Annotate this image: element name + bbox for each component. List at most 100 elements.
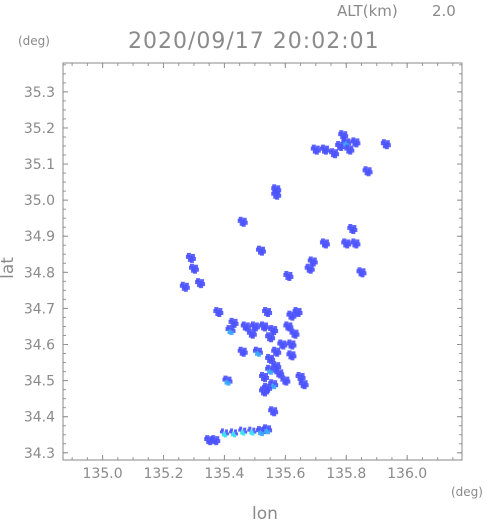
echo-cell <box>268 406 279 417</box>
echo-pixel <box>238 346 243 351</box>
echo-pixel <box>241 352 246 357</box>
echo-cell <box>252 346 263 357</box>
echo-pixel <box>288 322 293 327</box>
echo-pixel <box>227 376 232 381</box>
echo-cell <box>350 238 361 249</box>
echo-pixel <box>264 372 269 377</box>
echo-pixel <box>251 329 256 334</box>
echo-pixel <box>290 316 295 321</box>
echo-pixel <box>260 386 265 391</box>
echo-pixel <box>287 276 292 281</box>
echo-pixel <box>244 327 249 332</box>
echo-pixel <box>276 185 281 190</box>
echo-pixel <box>293 334 298 339</box>
echo-pixel <box>269 406 274 411</box>
echo-pixel <box>266 313 271 318</box>
echo-pixel <box>293 307 298 312</box>
echo-pixel <box>323 244 328 249</box>
echo-pixel <box>345 244 350 249</box>
echo-pixel <box>266 353 271 358</box>
echo-pixel <box>208 441 213 446</box>
echo-cell <box>268 325 279 336</box>
echo-pixel <box>239 426 243 430</box>
echo-pixel <box>238 428 242 432</box>
echo-pixel <box>324 145 329 150</box>
echo-pixel <box>284 270 289 275</box>
x-tick-label: 135.0 <box>83 466 123 482</box>
echo-pixel <box>308 269 313 274</box>
echo-cell <box>283 270 294 281</box>
echo-pixel <box>345 144 350 149</box>
echo-pixel <box>270 354 275 359</box>
echo-pixel <box>272 385 277 390</box>
echo-cell <box>356 267 367 278</box>
echo-pixel <box>351 137 356 142</box>
echo-pixel <box>263 392 268 397</box>
echo-pixel <box>346 239 351 244</box>
echo-pixel <box>257 347 262 352</box>
echo-pixel <box>266 364 271 369</box>
echo-cell <box>210 435 221 446</box>
echo-pixel <box>351 230 356 235</box>
echo-pixel <box>291 351 296 356</box>
echo-pixel <box>205 435 210 440</box>
echo-pixel <box>296 313 301 318</box>
echo-pixel <box>276 347 281 352</box>
echo-pixel <box>270 333 275 338</box>
echo-pixel <box>270 365 275 370</box>
echo-pixel <box>263 327 268 332</box>
echo-pixel <box>267 383 272 388</box>
echo-pixel <box>215 436 220 441</box>
echo-pixel <box>290 328 295 333</box>
echo-pixel <box>251 432 255 436</box>
y-axis-label: lat <box>0 257 18 279</box>
echo-cell <box>237 216 248 227</box>
echo-pixel <box>250 429 254 433</box>
x-tick-label: 135.6 <box>265 466 305 482</box>
echo-pixel <box>263 424 268 429</box>
echo-pixel <box>259 251 264 256</box>
echo-pixel <box>184 282 189 287</box>
echo-pixel <box>242 217 247 222</box>
echo-cell <box>249 321 260 332</box>
echo-pixel <box>287 339 292 344</box>
echo-pixel <box>219 430 223 434</box>
echo-pixel <box>281 345 286 350</box>
y-tick-label: 35.3 <box>24 85 55 101</box>
echo-cell <box>286 310 297 321</box>
echo-pixel <box>357 267 362 272</box>
echo-pixel <box>308 256 313 261</box>
echo-pixel <box>189 263 194 268</box>
echo-cell <box>259 371 270 382</box>
echo-layer <box>179 130 391 446</box>
echo-pixel <box>296 371 301 376</box>
echo-cell <box>271 189 282 200</box>
echo-pixel <box>256 426 261 431</box>
x-tick-label: 136.0 <box>387 466 427 482</box>
echo-pixel <box>363 166 368 171</box>
echo-pixel <box>214 307 219 312</box>
echo-pixel <box>272 361 277 366</box>
echo-pixel <box>385 140 390 145</box>
echo-cell <box>179 281 190 292</box>
echo-pixel <box>224 429 228 433</box>
echo-pixel <box>264 387 269 392</box>
echo-pixel <box>278 339 283 344</box>
echo-pixel <box>269 338 274 343</box>
echo-pixel <box>234 429 238 433</box>
echo-cell <box>237 346 248 357</box>
echo-cell <box>238 426 248 436</box>
echo-pixel <box>269 370 274 375</box>
echo-pixel <box>299 379 304 384</box>
echo-pixel <box>226 381 231 386</box>
echo-pixel <box>311 144 316 149</box>
echo-cell <box>362 166 373 177</box>
y-tick-label: 35.1 <box>24 157 55 173</box>
echo-pixel <box>242 432 246 436</box>
echo-pixel <box>266 430 271 435</box>
echo-pixel <box>279 369 284 374</box>
echo-cell <box>277 339 288 350</box>
echo-cell <box>292 307 303 318</box>
echo-pixel <box>256 352 261 357</box>
